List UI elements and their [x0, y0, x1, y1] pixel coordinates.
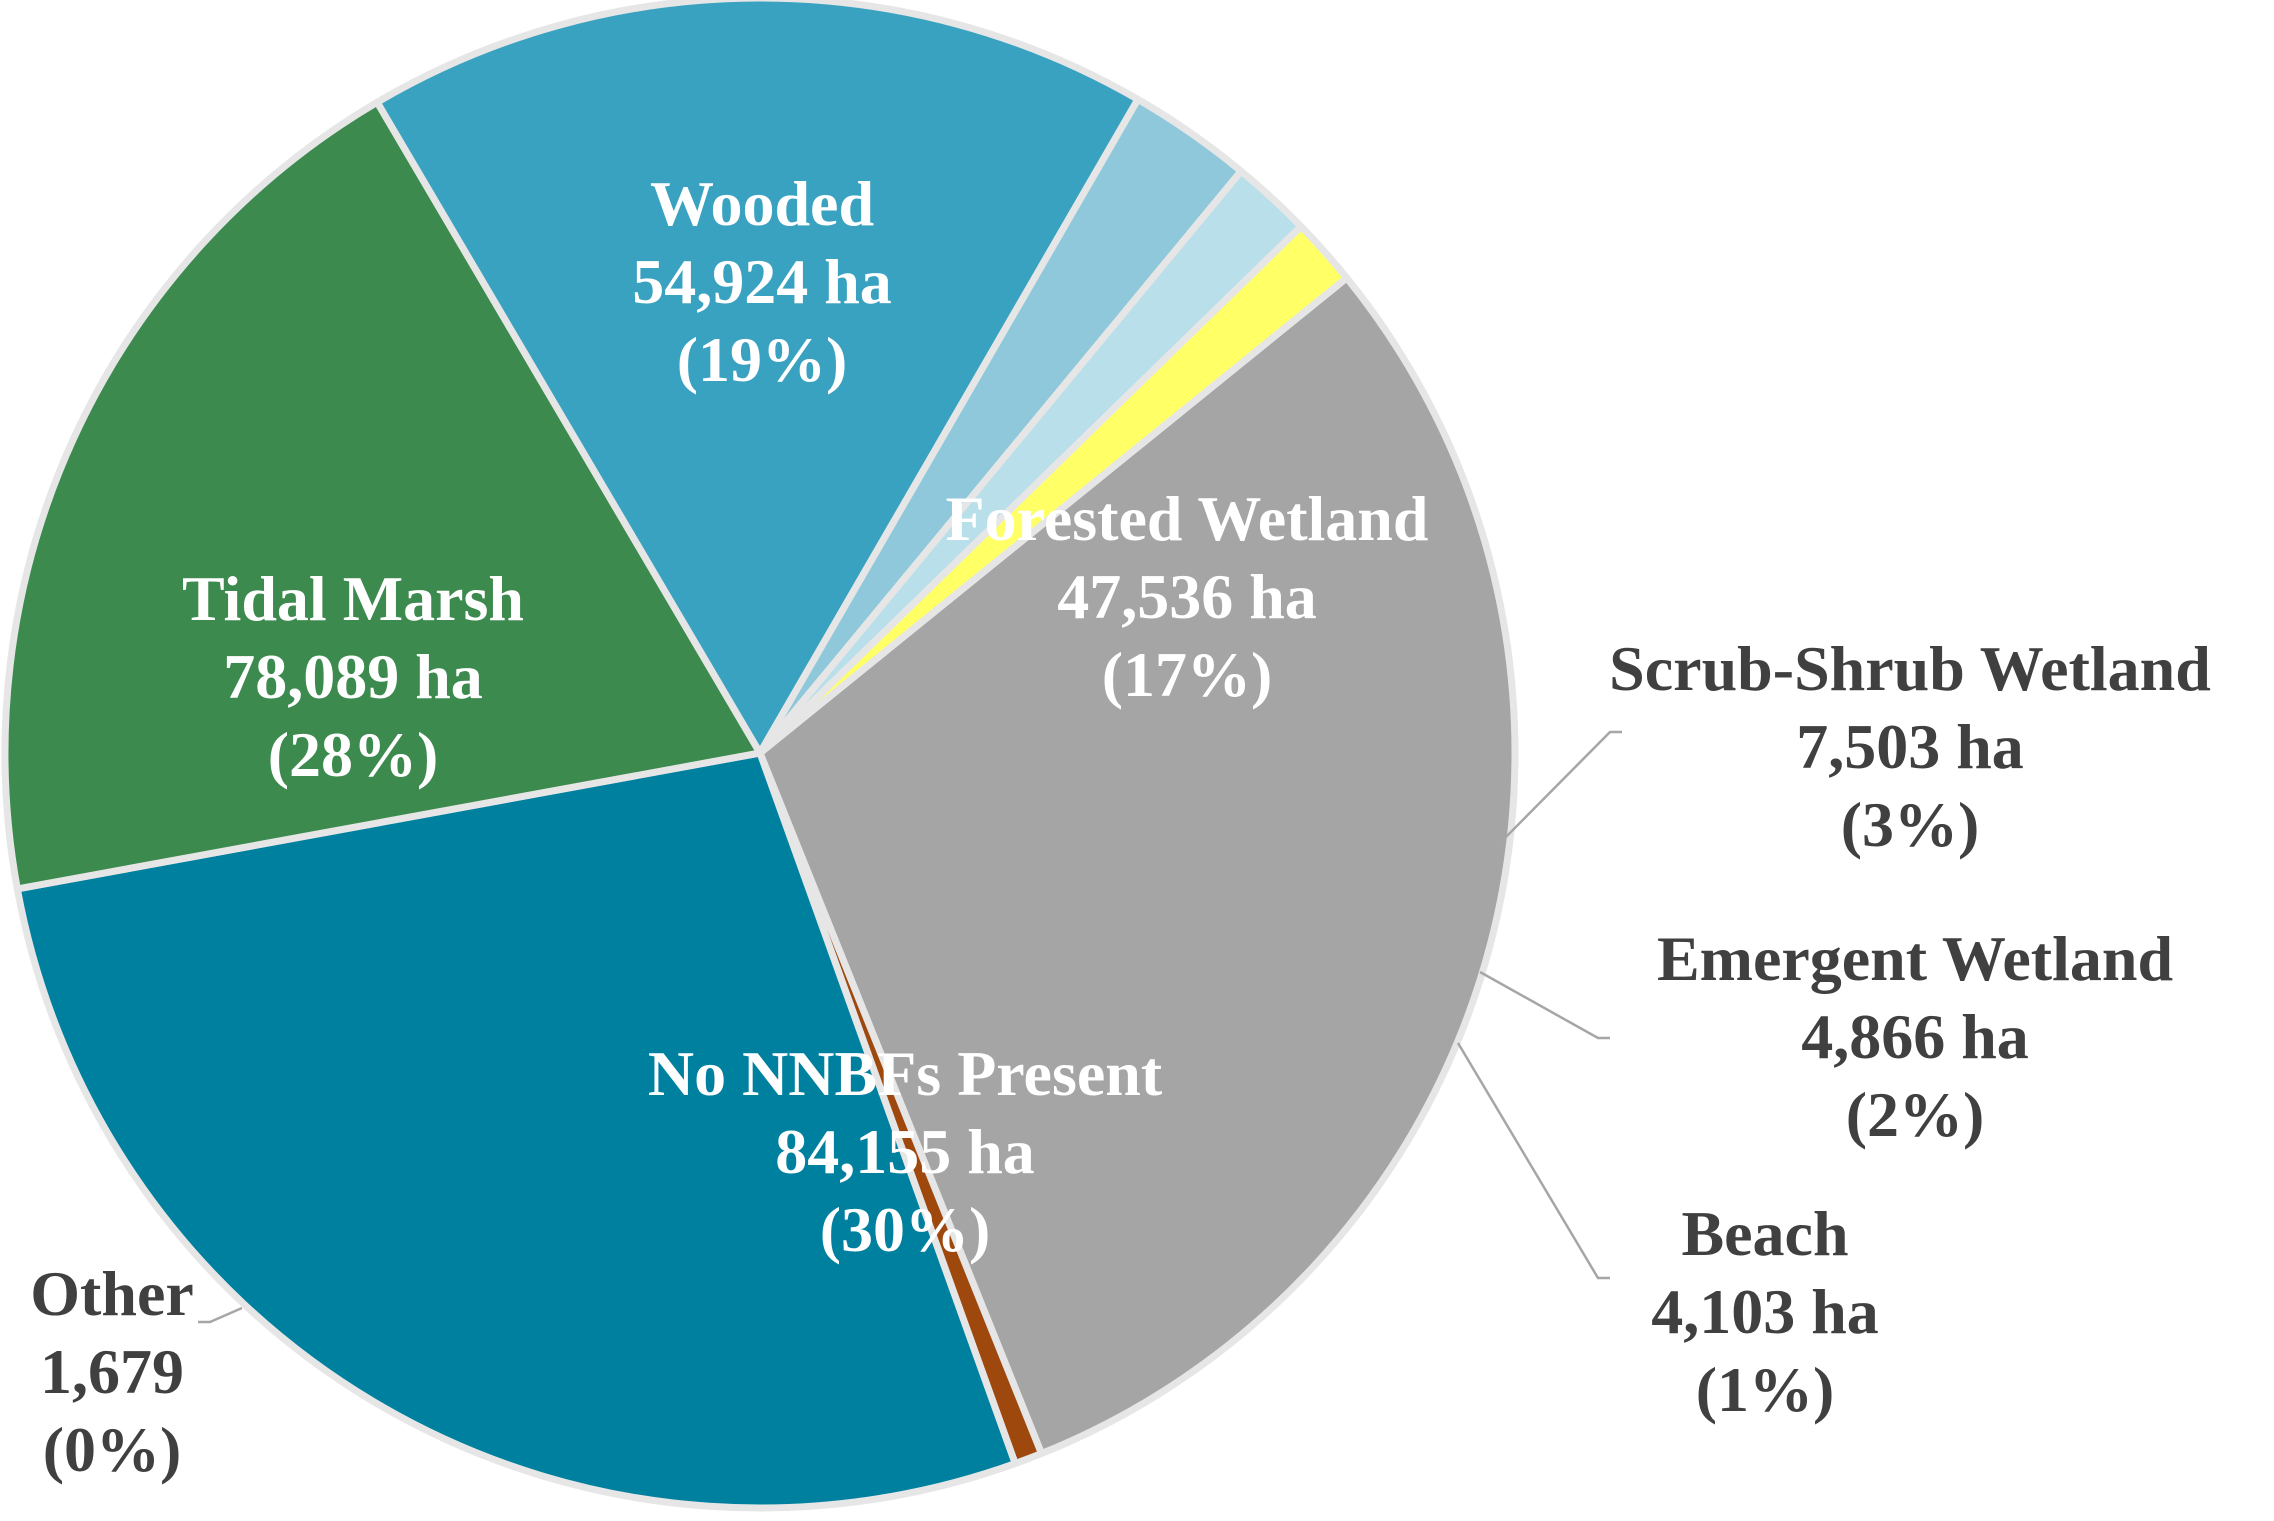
slice-percent: (1%): [1696, 1354, 1835, 1425]
slice-percent: (19%): [677, 324, 848, 395]
slices-layer: [1, 0, 1519, 1512]
pie-slice-tidal-marsh: [13, 749, 1019, 1512]
slice-name: Tidal Marsh: [182, 563, 524, 634]
leader-line-beach: [1456, 1042, 1610, 1280]
slice-value: 84,155 ha: [775, 1116, 1035, 1187]
pie-slice-no-nnbfs-present: [756, 274, 1519, 1458]
pie-slice-wooded: [1, 98, 764, 893]
slice-label-beach: Beach 4,103 ha (1%): [1651, 1198, 1879, 1425]
pie-slice-forested-wetland: [373, 0, 1142, 757]
slice-name: Beach: [1681, 1198, 1848, 1269]
slice-name: Emergent Wetland: [1657, 923, 2173, 994]
slice-value: 47,536 ha: [1057, 561, 1317, 632]
slice-percent: (30%): [820, 1194, 991, 1265]
leader-lines-layer: [198, 730, 1622, 1324]
slice-value: 1,679: [40, 1336, 184, 1407]
slice-value: 78,089 ha: [223, 641, 483, 712]
labels-layer: No NNBFs Present 84,155 ha (30%) Other 1,679…: [30, 168, 2211, 1485]
slice-value: 4,103 ha: [1651, 1276, 1879, 1347]
slice-name: Other: [30, 1258, 194, 1329]
slice-label-tidal-marsh: Tidal Marsh 78,089 ha (28%): [182, 563, 524, 790]
slice-label-no-nnbfs-present: No NNBFs Present 84,155 ha (30%): [648, 1038, 1163, 1265]
slice-percent: (3%): [1841, 789, 1980, 860]
slice-label-emergent-wetland: Emergent Wetland 4,866 ha (2%): [1657, 923, 2173, 1150]
pie-slice-beach: [756, 222, 1351, 757]
slice-percent: (2%): [1846, 1079, 1985, 1150]
slice-label-forested-wetland: Forested Wetland 47,536 ha (17%): [946, 483, 1429, 710]
slice-value: 4,866 ha: [1801, 1001, 2029, 1072]
slice-name: No NNBFs Present: [648, 1038, 1163, 1109]
slice-name: Scrub-Shrub Wetland: [1609, 633, 2211, 704]
slice-percent: (17%): [1102, 639, 1273, 710]
slice-value: 54,924 ha: [632, 246, 892, 317]
leader-line-scrub-shrub-wetland: [1494, 730, 1622, 849]
leader-line-other: [198, 1306, 243, 1324]
leader-line-emergent-wetland: [1479, 970, 1610, 1040]
slice-label-other: Other 1,679 (0%): [30, 1258, 194, 1485]
slice-percent: (28%): [268, 719, 439, 790]
slice-name: Wooded: [650, 168, 874, 239]
slice-label-wooded: Wooded 54,924 ha (19%): [632, 168, 892, 395]
slice-label-scrub-shrub-wetland: Scrub-Shrub Wetland 7,503 ha (3%): [1609, 633, 2211, 860]
slice-name: Forested Wetland: [946, 483, 1429, 554]
slice-value: 7,503 ha: [1796, 711, 2024, 782]
slice-percent: (0%): [43, 1414, 182, 1485]
